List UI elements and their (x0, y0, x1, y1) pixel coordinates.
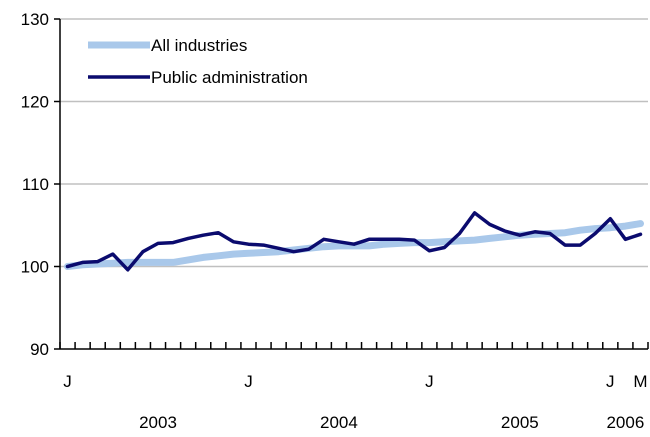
y-tick-label-100: 100 (21, 258, 49, 277)
y-tick-label-110: 110 (22, 175, 49, 194)
x-tick-label-2004-01: J (244, 372, 253, 391)
series-line-public-administration (65, 211, 643, 272)
legend-label-all-industries: All industries (151, 36, 247, 55)
y-tick-label-90: 90 (30, 340, 49, 359)
legend: All industries Public administration (88, 36, 308, 87)
axes (54, 18, 649, 350)
y-tick-label-130: 130 (21, 10, 49, 29)
year-label-2003: 2003 (139, 413, 177, 432)
y-tick-label-120: 120 (21, 93, 49, 112)
year-label-2005: 2005 (501, 413, 539, 432)
gridlines (60, 18, 648, 268)
series-lines (64, 211, 644, 272)
legend-label-public-administration: Public administration (151, 68, 308, 87)
year-label-2006: 2006 (606, 413, 644, 432)
year-label-2004: 2004 (320, 413, 358, 432)
x-tick-label-2006-01: J (606, 372, 615, 391)
x-tick-label-2006-03: M (633, 372, 647, 391)
x-tick-label-2005-01: J (425, 372, 434, 391)
x-tick-label-2003-01: J (63, 372, 72, 391)
